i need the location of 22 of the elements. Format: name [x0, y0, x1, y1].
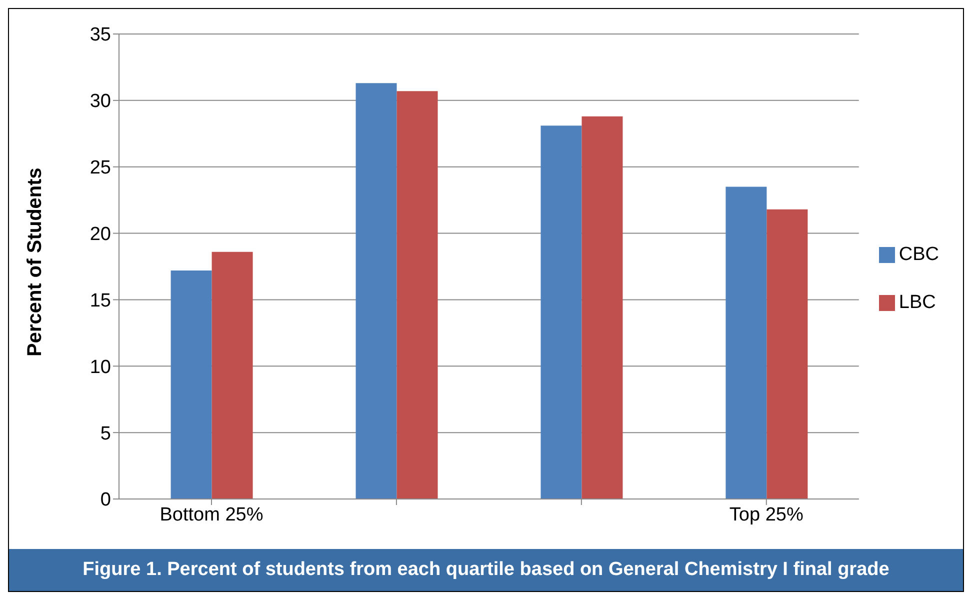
y-tick-label: 5 — [100, 423, 111, 444]
y-tick-label: 15 — [90, 290, 111, 312]
bar — [540, 126, 582, 499]
y-tick-label: 25 — [90, 158, 111, 179]
y-tick-label: 10 — [90, 356, 111, 378]
y-tick-label: 20 — [90, 224, 111, 246]
legend-label: CBC — [898, 244, 939, 265]
bar — [396, 91, 438, 499]
bar — [766, 209, 808, 499]
bar — [356, 83, 397, 499]
y-tick-label: 0 — [100, 490, 111, 511]
bar — [726, 186, 767, 499]
bar — [212, 252, 253, 499]
y-axis-title: Percent of Students — [24, 168, 46, 356]
y-tick-label: 35 — [90, 24, 111, 46]
x-tick-label: Bottom 25% — [160, 504, 264, 526]
x-tick-label: Top 25% — [729, 504, 804, 526]
caption: Figure 1. Percent of students from each quartile based on General Chemistry I final grade — [9, 549, 963, 591]
bar — [170, 270, 212, 499]
legend-label: LBC — [898, 292, 936, 313]
y-tick-label: 30 — [90, 91, 111, 112]
bar — [582, 116, 623, 499]
